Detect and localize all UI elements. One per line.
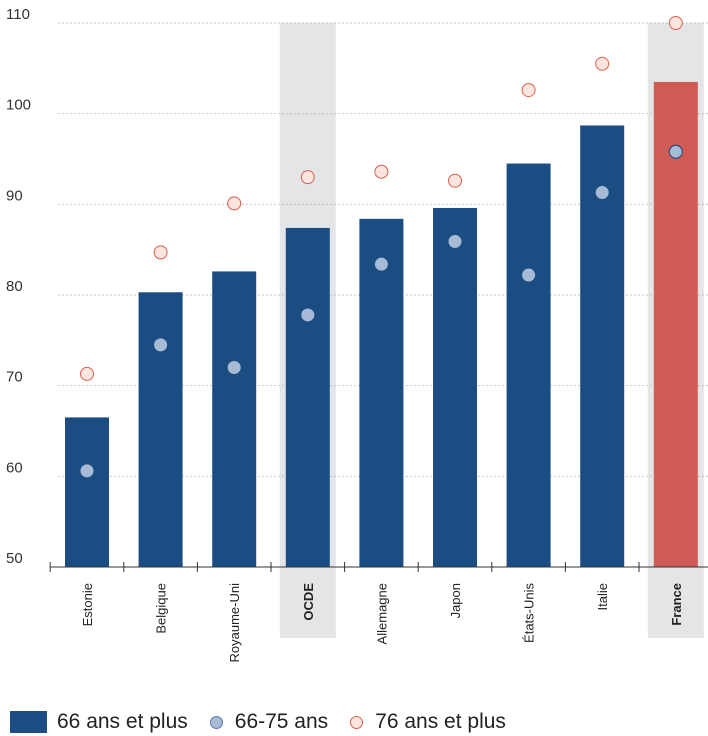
y-tick-label: 60 <box>6 459 23 476</box>
point-76-plus <box>153 245 168 260</box>
point-66-75 <box>595 186 609 200</box>
chart-area: 50 60 70 80 90 100 110 Estonie Belgique Royaume-U… <box>6 6 708 663</box>
x-tick-label: OCDE <box>301 583 316 621</box>
legend-item-76-plus: 76 ans et plus <box>350 710 506 734</box>
x-tick-label: Royaume-Uni <box>227 583 242 663</box>
y-tick-label: 70 <box>6 369 23 386</box>
bar <box>433 207 477 567</box>
y-tick-label: 90 <box>6 187 23 204</box>
legend-label-76-plus: 76 ans et plus <box>375 710 506 733</box>
x-tick-label: Estonie <box>80 583 95 626</box>
legend-item-66-75: 66-75 ans <box>209 710 329 734</box>
point-76-plus <box>595 56 610 71</box>
point-66-75 <box>80 464 94 478</box>
point-66-75 <box>668 144 683 159</box>
legend-dot-66-75 <box>209 715 223 729</box>
legend-label-66-plus: 66 ans et plus <box>57 710 188 733</box>
point-66-75 <box>522 268 536 282</box>
y-tick-label: 100 <box>6 97 31 114</box>
point-66-75 <box>301 308 315 322</box>
x-tick-label: France <box>669 583 684 626</box>
y-tick-label: 110 <box>6 6 30 23</box>
legend-dot-76-plus <box>350 715 364 729</box>
bar <box>506 163 551 568</box>
y-tick-label: 80 <box>6 278 23 295</box>
legend-label-66-75: 66-75 ans <box>234 710 329 733</box>
bar <box>212 271 257 567</box>
legend-item-66-plus: 66 ans et plus <box>10 710 188 734</box>
x-tick-label: Allemagne <box>374 583 389 644</box>
point-76-plus <box>521 83 536 98</box>
x-tick-label: Japon <box>448 583 463 618</box>
bar <box>285 227 330 567</box>
point-76-plus <box>227 196 242 211</box>
point-66-75 <box>448 235 462 249</box>
bar <box>138 292 183 567</box>
point-66-75 <box>227 361 241 375</box>
bar <box>359 218 404 567</box>
legend: 66 ans et plus 66-75 ans 76 ans et plus <box>10 710 528 734</box>
x-tick-label: Italie <box>595 583 610 610</box>
point-76-plus <box>448 173 462 188</box>
bar <box>65 417 109 567</box>
x-tick-label: Belgique <box>154 583 169 634</box>
y-tick-label: 50 <box>6 550 23 567</box>
point-66-75 <box>374 257 388 271</box>
x-tick-label: États-Unis <box>522 583 537 643</box>
legend-swatch-66-plus <box>10 711 47 733</box>
point-76-plus <box>80 366 94 381</box>
point-66-75 <box>154 338 168 352</box>
point-76-plus <box>374 164 389 179</box>
point-76-plus <box>300 170 315 185</box>
point-76-plus <box>668 16 683 30</box>
bar <box>653 81 698 567</box>
